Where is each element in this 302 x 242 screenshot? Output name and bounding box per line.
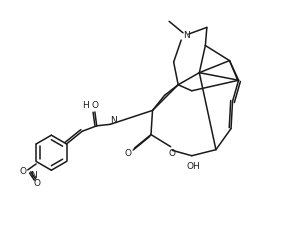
Text: OH: OH xyxy=(186,162,200,171)
Text: O: O xyxy=(33,179,40,188)
Text: H: H xyxy=(82,101,88,110)
Text: O: O xyxy=(92,101,99,110)
Text: N: N xyxy=(111,116,117,125)
Text: O: O xyxy=(20,167,27,176)
Text: O: O xyxy=(169,149,176,158)
Text: N: N xyxy=(30,171,37,180)
Text: N: N xyxy=(183,31,190,40)
Text: O: O xyxy=(125,149,132,158)
